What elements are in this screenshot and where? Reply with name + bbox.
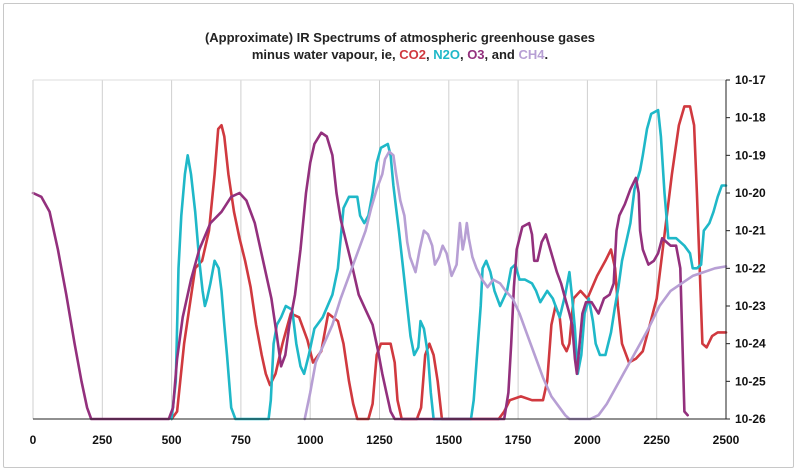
title-fragment: , — [425, 47, 434, 62]
y-tick-label: 10-17 — [735, 73, 766, 87]
chart-title-line-2: minus water vapour, ie, CO2, N2O, O3, an… — [0, 47, 800, 62]
x-tick-label: 2000 — [574, 433, 601, 447]
title-fragment: , — [459, 47, 468, 62]
x-tick-label: 750 — [231, 433, 251, 447]
title-fragment: . — [544, 47, 549, 62]
y-tick-labels: 10-17 10-18 10-19 10-20 10-21 10-22 10-23 10-24… — [735, 73, 766, 426]
y-tick-label: 10-26 — [735, 412, 766, 426]
chart-title-line-1: (Approximate) IR Spectrums of atmospheri… — [0, 30, 800, 45]
y-tick-label: 10-23 — [735, 299, 766, 313]
x-tick-label: 1250 — [366, 433, 393, 447]
title-fragment: N2O — [433, 47, 460, 62]
x-tick-label: 250 — [92, 433, 112, 447]
y-tick-label: 10-22 — [735, 261, 766, 275]
x-tick-labels: 0 250 500 750 1000 1250 1500 1750 2000 2250 2500 — [30, 433, 740, 447]
series-line-ch4 — [303, 150, 728, 421]
x-tick-label: 2250 — [643, 433, 670, 447]
y-tick-label: 10-20 — [735, 186, 766, 200]
series-line-o3 — [31, 131, 690, 421]
grid — [101, 80, 658, 419]
title-text: (Approximate) IR Spectrums of atmospheri… — [204, 30, 596, 45]
title-fragment: minus water vapour, ie, — [251, 47, 400, 62]
title-fragment: CO2 — [399, 47, 426, 62]
x-tick-label: 500 — [162, 433, 182, 447]
x-tick-label: 2500 — [713, 433, 740, 447]
y-tick-label: 10-18 — [735, 111, 766, 125]
title-fragment: CH4 — [518, 47, 545, 62]
x-tick-label: 0 — [30, 433, 37, 447]
y-tick-label: 10-24 — [735, 337, 766, 351]
chart-frame — [3, 3, 794, 468]
x-tick-label: 1000 — [297, 433, 324, 447]
title-fragment: , and — [484, 47, 519, 62]
x-tick-label: 1750 — [505, 433, 532, 447]
axes — [32, 79, 730, 420]
title-fragment: O3 — [467, 47, 485, 62]
x-tick-label: 1500 — [435, 433, 462, 447]
y-tick-label: 10-25 — [735, 374, 766, 388]
y-tick-label: 10-21 — [735, 224, 766, 238]
y-tick-label: 10-19 — [735, 148, 766, 162]
